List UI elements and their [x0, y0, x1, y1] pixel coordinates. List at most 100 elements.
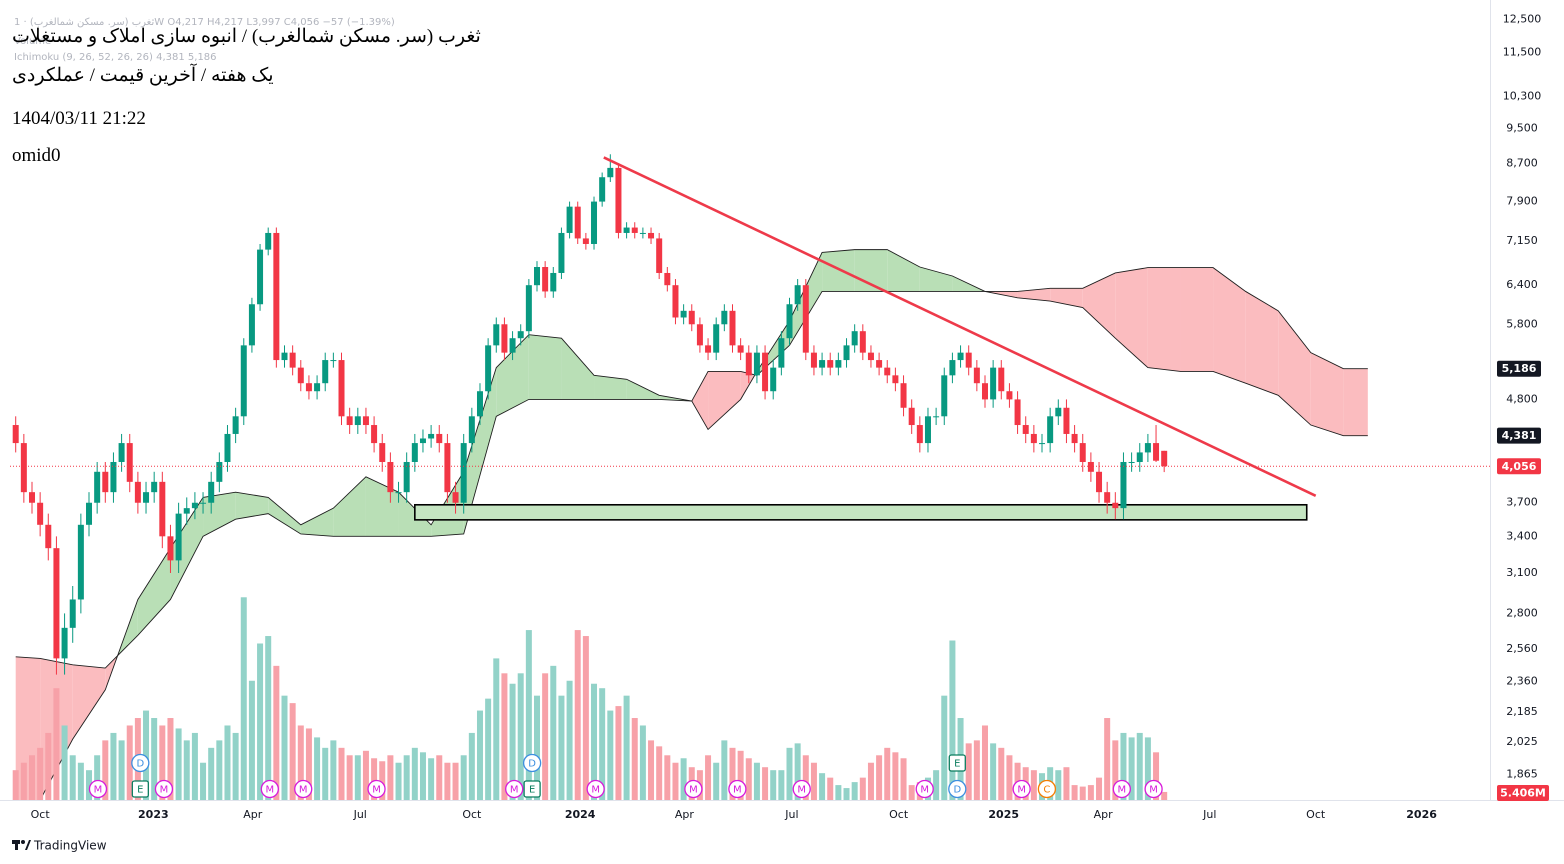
cloud-fill: [463, 367, 497, 534]
event-label: M: [797, 785, 806, 796]
volume-bar: [248, 680, 255, 800]
volume-bar: [1055, 770, 1062, 800]
candle-body: [973, 367, 980, 384]
candle-body: [525, 285, 532, 332]
volume-bar: [151, 718, 158, 800]
candle-body: [933, 416, 940, 418]
volume-bar: [525, 630, 532, 800]
volume-bar: [191, 732, 198, 800]
candle-body: [305, 383, 312, 392]
candle-body: [827, 360, 834, 368]
volume-bar: [77, 762, 84, 800]
volume-bar: [94, 755, 101, 800]
candle-body: [338, 360, 345, 417]
candle-body: [990, 367, 997, 400]
event-label: D: [136, 759, 144, 770]
volume-bar: [1112, 740, 1119, 800]
volume-bar: [1063, 767, 1070, 800]
volume-bar: [908, 785, 915, 800]
candle-body: [28, 492, 35, 503]
volume-bar: [542, 673, 549, 800]
x-tick-label: Apr: [243, 808, 263, 821]
x-tick-label: 2024: [565, 808, 596, 821]
volume-bar: [126, 725, 133, 800]
x-tick-label: Oct: [1306, 808, 1326, 821]
candle-body: [175, 513, 182, 561]
volume-bar: [713, 762, 720, 800]
candle-body: [599, 177, 606, 202]
volume-bar: [1096, 777, 1103, 800]
y-tick-label: 2,560: [1506, 642, 1538, 655]
volume-bar: [37, 747, 44, 800]
candle-body: [167, 536, 174, 561]
candle-body: [1112, 502, 1119, 509]
volume-bar: [745, 758, 752, 800]
volume-bar: [69, 755, 76, 800]
volume-bar: [183, 740, 190, 800]
y-tick-label: 7,900: [1506, 195, 1538, 208]
event-label: M: [733, 785, 742, 796]
candle-body: [240, 345, 247, 417]
candle-body: [143, 492, 150, 503]
volume-bar: [371, 758, 378, 800]
event-label: M: [372, 785, 381, 796]
volume-bar: [827, 777, 834, 800]
x-tick-label: Oct: [31, 808, 51, 821]
candle-body: [1096, 471, 1103, 493]
legend-line: Volume: [14, 36, 52, 47]
volume-bar: [892, 752, 899, 800]
candle-body: [444, 443, 451, 493]
x-tick-label: Apr: [1094, 808, 1114, 821]
cloud-fill: [822, 249, 855, 292]
candle-body: [550, 272, 557, 292]
x-tick-label: Jul: [353, 808, 367, 821]
volume-bar: [444, 762, 451, 800]
volume-bar: [1104, 718, 1111, 800]
volume-bar: [599, 688, 606, 800]
volume-bar: [12, 770, 19, 800]
price-badge-label: 5,186: [1502, 362, 1537, 375]
candle-body: [501, 324, 508, 353]
volume-bar: [729, 747, 736, 800]
volume-bar: [843, 788, 850, 800]
candle-body: [1047, 416, 1054, 444]
candle-body: [648, 232, 655, 239]
candle-body: [208, 481, 215, 503]
volume-bar: [281, 695, 288, 800]
candle-body: [1136, 452, 1143, 462]
volume-bar: [28, 755, 35, 800]
candle-body: [53, 548, 60, 659]
event-badge: [260, 779, 279, 799]
candle-body: [1153, 443, 1160, 461]
candle-body: [314, 383, 321, 392]
cloud-fill: [1310, 352, 1344, 436]
volume-bar: [476, 710, 483, 800]
event-label: M: [689, 785, 698, 796]
candle-body: [794, 285, 801, 305]
candle-body: [77, 524, 84, 600]
candle-body: [387, 461, 394, 493]
event-label: E: [529, 785, 535, 796]
event-badge: [728, 779, 747, 799]
candle-body: [1039, 443, 1046, 445]
candle-body: [265, 232, 272, 250]
event-label: M: [266, 785, 275, 796]
event-badge: [684, 779, 703, 799]
volume-bar: [1120, 732, 1127, 800]
y-tick-label: 3,400: [1506, 529, 1538, 542]
y-tick-label: 2,800: [1506, 606, 1538, 619]
candle-body: [802, 285, 809, 353]
x-tick-label: Oct: [462, 808, 482, 821]
volume-bar: [1128, 737, 1135, 800]
candle-body: [1071, 433, 1078, 444]
volume-bar: [876, 755, 883, 800]
volume-bar: [395, 762, 402, 800]
event-badge: [367, 779, 386, 799]
cloud-fill: [1050, 288, 1083, 308]
branding: TradingView: [33, 839, 107, 853]
event-badge: [586, 779, 605, 799]
volume-bar: [534, 695, 541, 800]
candle-body: [248, 304, 255, 346]
